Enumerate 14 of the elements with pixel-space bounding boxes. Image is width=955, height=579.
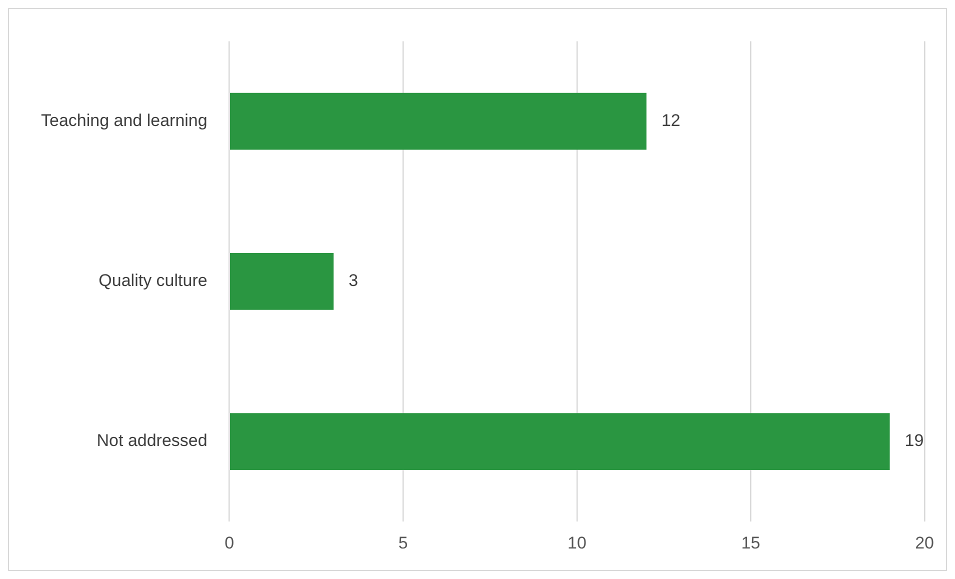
bar	[230, 413, 890, 470]
x-tick-label: 0	[224, 533, 234, 552]
x-tick-label: 20	[915, 533, 934, 552]
x-tick-label: 5	[398, 533, 408, 552]
y-tick-label: Quality culture	[98, 271, 208, 290]
x-tick-label: 15	[741, 533, 760, 552]
y-tick-label: Teaching and learning	[40, 110, 208, 130]
data-label: 12	[661, 110, 680, 130]
bar	[230, 252, 334, 310]
y-tick-label: Not addressed	[96, 431, 208, 450]
data-label: 3	[348, 271, 358, 290]
data-label: 19	[904, 431, 924, 450]
bar	[230, 92, 646, 150]
x-tick-label: 10	[567, 533, 586, 552]
